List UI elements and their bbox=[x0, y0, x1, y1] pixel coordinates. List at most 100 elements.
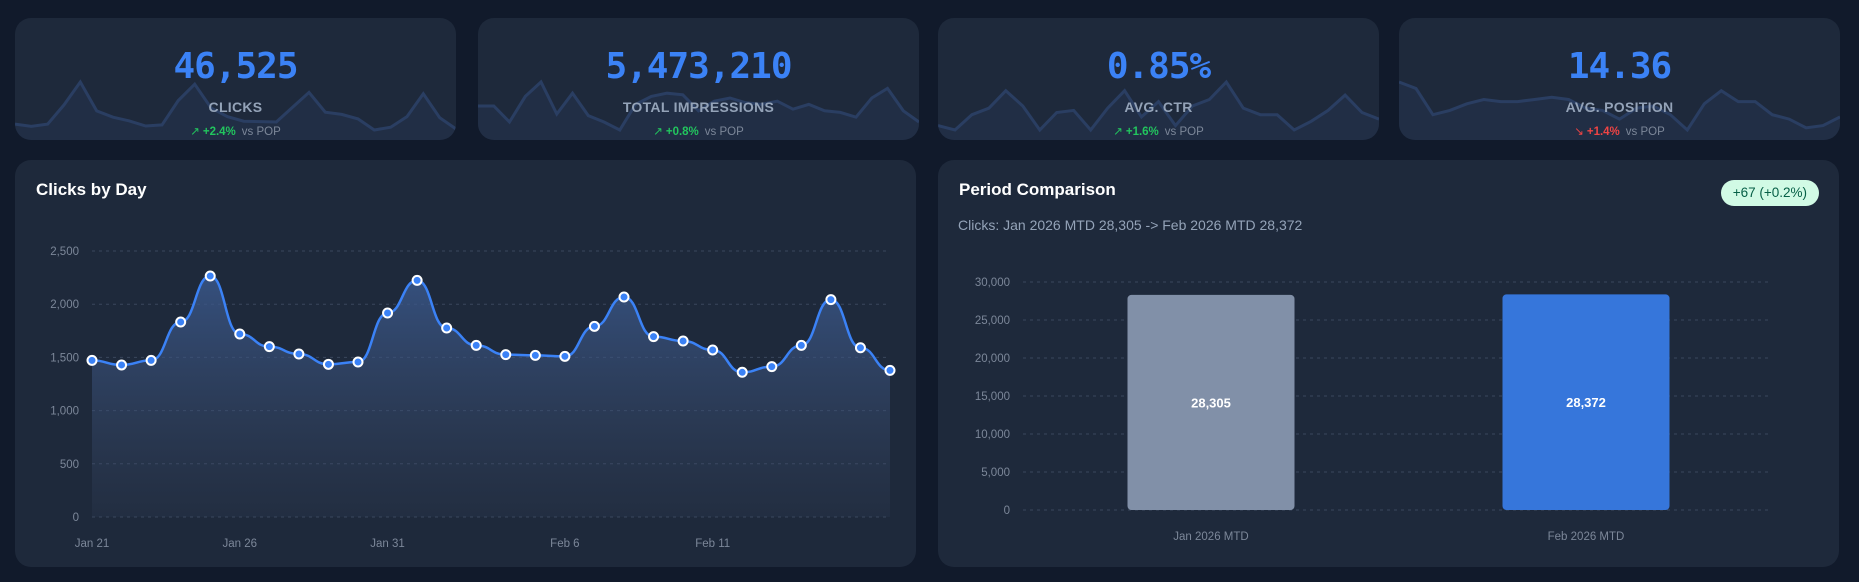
kpi-value: 46,525 bbox=[173, 46, 298, 87]
kpi-label: AVG. POSITION bbox=[1565, 99, 1674, 115]
change-badge: +67 (+0.2%) bbox=[1720, 180, 1819, 206]
sparkline bbox=[1399, 80, 1840, 140]
comparison-label: vs POP bbox=[1164, 126, 1204, 138]
kpi-change: ↗ +1.6% vs POP bbox=[938, 124, 1379, 138]
trend-down-icon: ↘ bbox=[1574, 126, 1584, 138]
sparkline-area bbox=[15, 82, 456, 140]
data-point[interactable] bbox=[116, 359, 128, 371]
x-tick-label: Jan 2026 MTD bbox=[1173, 531, 1248, 543]
kpi-change: ↗ +0.8% vs POP bbox=[478, 124, 919, 138]
comparison-label: vs POP bbox=[1625, 126, 1665, 138]
y-tick-label: 2,000 bbox=[50, 299, 79, 311]
sparkline-line bbox=[15, 79, 456, 132]
data-point[interactable] bbox=[500, 349, 512, 361]
bar-value-label: 28,372 bbox=[1566, 395, 1606, 410]
data-point[interactable] bbox=[145, 354, 157, 366]
y-tick-label: 5,000 bbox=[981, 467, 1010, 479]
clicks-by-day-title: Clicks by Day bbox=[36, 180, 147, 199]
kpi-card-total-impressions: 5,473,210 TOTAL IMPRESSIONS ↗ +0.8% vs POP bbox=[478, 18, 919, 140]
period-comparison-title: Period Comparison bbox=[959, 180, 1116, 199]
change-percent: +2.4% bbox=[202, 126, 236, 138]
data-point[interactable] bbox=[441, 322, 453, 334]
kpi-label: TOTAL IMPRESSIONS bbox=[622, 99, 775, 115]
x-tick-label: Jan 21 bbox=[75, 538, 110, 550]
change-percent: +0.8% bbox=[665, 126, 699, 138]
change-percent: +1.6% bbox=[1125, 126, 1159, 138]
period-comparison-subtitle: Clicks: Jan 2026 MTD 28,305 -> Feb 2026 … bbox=[958, 217, 1303, 233]
y-tick-label: 20,000 bbox=[975, 353, 1010, 365]
sparkline-area bbox=[938, 82, 1379, 140]
bar-1[interactable] bbox=[1127, 294, 1295, 510]
data-point[interactable] bbox=[736, 366, 748, 378]
data-point[interactable] bbox=[559, 350, 571, 362]
change-percent: +1.4% bbox=[1586, 126, 1620, 138]
data-point[interactable] bbox=[86, 354, 98, 366]
data-point[interactable] bbox=[204, 270, 216, 282]
y-tick-label: 25,000 bbox=[975, 315, 1010, 327]
x-tick-label: Feb 11 bbox=[695, 538, 730, 550]
data-point[interactable] bbox=[884, 364, 896, 376]
bar-value-label: 28,305 bbox=[1191, 395, 1231, 410]
y-tick-label: 500 bbox=[60, 459, 79, 471]
area-fill bbox=[92, 276, 890, 517]
kpi-card-avg-position: 14.36 AVG. POSITION ↘ +1.4% vs POP bbox=[1399, 18, 1840, 140]
y-tick-label: 1,500 bbox=[50, 352, 79, 364]
data-point[interactable] bbox=[825, 294, 837, 306]
period-comparison-card: Period Comparison +67 (+0.2%) Clicks: Ja… bbox=[938, 160, 1839, 567]
kpi-card-clicks: 46,525 CLICKS ↗ +2.4% vs POP bbox=[15, 18, 456, 140]
comparison-label: vs POP bbox=[241, 126, 281, 138]
data-point[interactable] bbox=[175, 316, 187, 328]
y-tick-label: 1,000 bbox=[50, 406, 79, 418]
data-point[interactable] bbox=[766, 361, 778, 373]
data-point[interactable] bbox=[234, 328, 246, 340]
data-point[interactable] bbox=[352, 356, 364, 368]
data-point[interactable] bbox=[470, 339, 482, 351]
data-point[interactable] bbox=[588, 320, 600, 332]
y-tick-label: 30,000 bbox=[975, 277, 1010, 289]
data-point[interactable] bbox=[382, 307, 394, 319]
y-tick-label: 2,500 bbox=[50, 246, 79, 258]
data-point[interactable] bbox=[293, 348, 305, 360]
kpi-value: 14.36 bbox=[1567, 46, 1672, 87]
trend-up-icon: ↗ bbox=[190, 126, 200, 138]
sparkline bbox=[15, 79, 456, 140]
clicks-by-day-chart: 0 500 1,000 1,500 2,000 2,500 Jan 21 Jan 26 Jan … bbox=[50, 246, 896, 550]
kpi-change: ↘ +1.4% vs POP bbox=[1399, 124, 1840, 138]
kpi-card-avg-ctr: 0.85% AVG. CTR ↗ +1.6% vs POP bbox=[938, 18, 1379, 140]
period-comparison-chart: 0 5,000 10,000 15,000 20,000 25,000 30,000 28,3… bbox=[975, 277, 1771, 543]
x-tick-label: Jan 26 bbox=[223, 538, 258, 550]
series-line bbox=[91, 274, 891, 374]
sparkline-line bbox=[478, 79, 919, 132]
data-point[interactable] bbox=[529, 349, 541, 361]
data-point[interactable] bbox=[707, 344, 719, 356]
kpi-label: AVG. CTR bbox=[1124, 99, 1193, 115]
kpi-label: CLICKS bbox=[208, 99, 263, 115]
data-point[interactable] bbox=[795, 339, 807, 351]
data-point[interactable] bbox=[618, 291, 630, 303]
y-tick-label: 0 bbox=[73, 512, 79, 524]
data-point[interactable] bbox=[854, 342, 866, 354]
data-point[interactable] bbox=[648, 331, 660, 343]
sparkline-line bbox=[1399, 80, 1840, 133]
trend-up-icon: ↗ bbox=[1113, 126, 1123, 138]
x-tick-label: Feb 2026 MTD bbox=[1548, 531, 1625, 543]
y-tick-label: 15,000 bbox=[975, 391, 1010, 403]
data-point[interactable] bbox=[322, 358, 334, 370]
sparkline bbox=[478, 79, 919, 140]
data-point[interactable] bbox=[263, 341, 275, 353]
y-tick-label: 10,000 bbox=[975, 429, 1010, 441]
sparkline bbox=[938, 79, 1379, 140]
kpi-change: ↗ +2.4% vs POP bbox=[15, 124, 456, 138]
clicks-by-day-card: Clicks by Day 0 500 1,000 1,500 2,000 2,500 Ja… bbox=[15, 160, 916, 567]
x-tick-label: Jan 31 bbox=[370, 538, 405, 550]
data-point[interactable] bbox=[411, 274, 423, 286]
y-tick-label: 0 bbox=[1004, 505, 1010, 517]
sparkline-line bbox=[938, 79, 1379, 133]
comparison-label: vs POP bbox=[704, 126, 744, 138]
kpi-value: 5,473,210 bbox=[605, 46, 792, 87]
data-point[interactable] bbox=[677, 335, 689, 347]
bar-2[interactable] bbox=[1502, 294, 1670, 510]
kpi-value: 0.85% bbox=[1106, 46, 1211, 87]
x-tick-label: Feb 6 bbox=[550, 538, 579, 550]
trend-up-icon: ↗ bbox=[653, 126, 663, 138]
